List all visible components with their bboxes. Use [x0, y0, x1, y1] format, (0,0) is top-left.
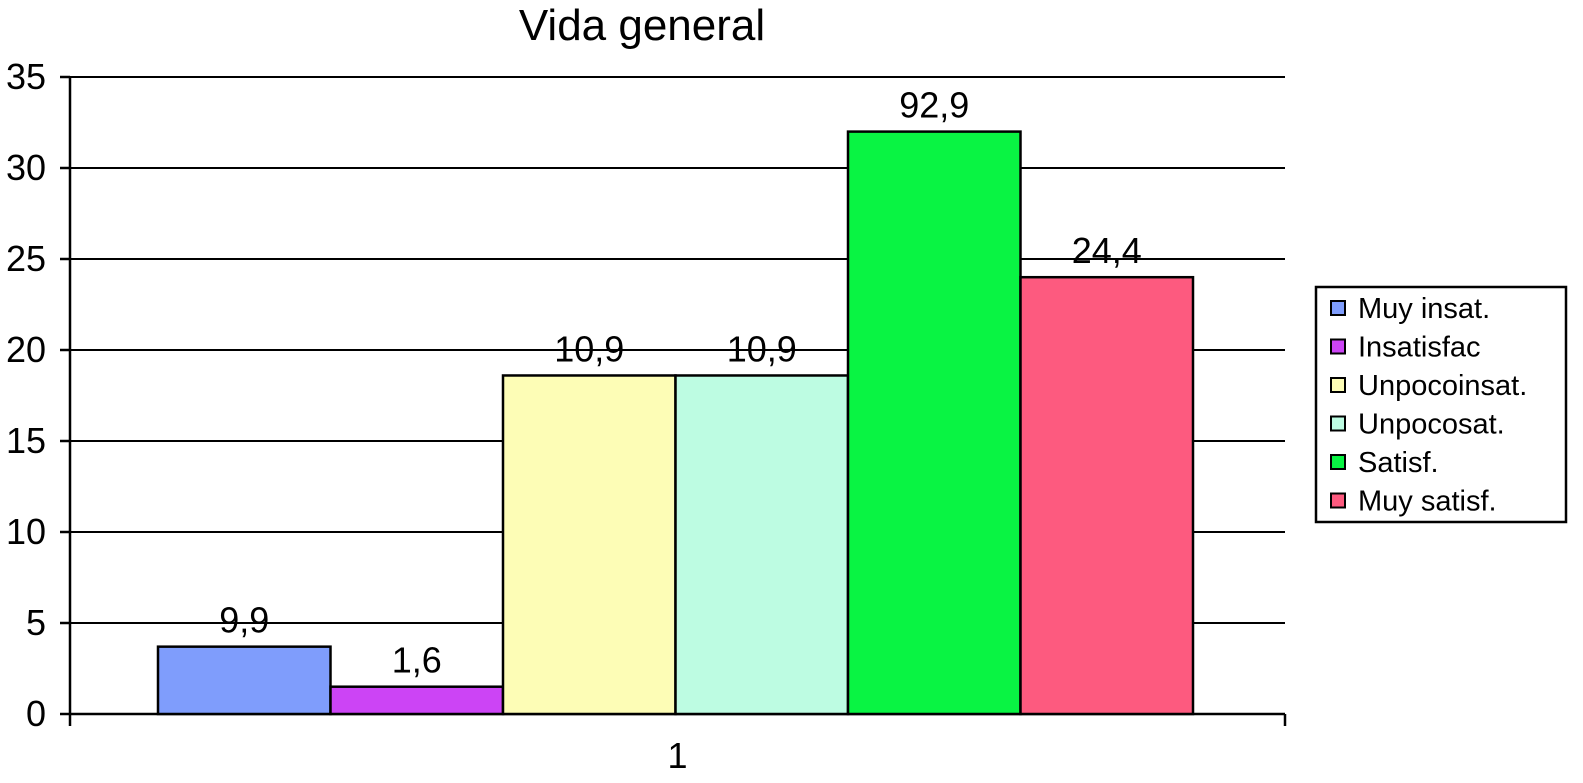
bar-4 [674, 374, 850, 716]
data-label: 9,9 [219, 600, 269, 641]
data-label: 10,9 [554, 328, 624, 369]
legend-entry: Satisf. [1358, 447, 1439, 479]
bar-6 [1019, 275, 1195, 716]
legend-entry: Muy insat. [1358, 293, 1490, 325]
y-tick-label: 10 [6, 511, 46, 552]
legend-swatch [1330, 300, 1346, 316]
y-tick-label: 35 [6, 56, 46, 97]
x-tick-label: 1 [667, 735, 687, 776]
data-label: 10,9 [727, 328, 797, 369]
bar-5 [846, 130, 1022, 716]
y-tick-label: 25 [6, 238, 46, 279]
legend-box [1314, 285, 1568, 524]
y-tick-label: 15 [6, 420, 46, 461]
chart-title: Vida general [519, 1, 765, 50]
y-tick-label: 20 [6, 329, 46, 370]
data-labels: 9,9 1,6 10,9 10,9 92,9 24,4 [219, 85, 1142, 681]
legend: Muy insat. Insatisfac Unpocoinsat. Unpocosa… [1314, 285, 1568, 524]
legend-swatch [1330, 492, 1346, 509]
data-label: 1,6 [392, 640, 442, 681]
legend-entry: Insatisfac [1358, 332, 1481, 364]
legend-entry: Unpocosat. [1358, 409, 1505, 441]
legend-swatch [1330, 415, 1346, 432]
data-label: 24,4 [1072, 230, 1142, 271]
legend-swatch [1330, 377, 1346, 393]
y-tick-label: 5 [26, 602, 46, 643]
legend-entry: Unpocoinsat. [1358, 370, 1527, 402]
data-label: 92,9 [899, 85, 969, 126]
legend-swatch [1330, 454, 1346, 470]
legend-swatch [1330, 338, 1346, 355]
legend-entry: Muy satisf. [1358, 486, 1497, 518]
bar-2 [329, 685, 505, 716]
bars [156, 130, 1195, 716]
y-tick-label: 30 [6, 147, 46, 188]
y-tick-label: 0 [26, 693, 46, 734]
bar-1 [156, 645, 332, 716]
bar-3 [501, 374, 677, 716]
